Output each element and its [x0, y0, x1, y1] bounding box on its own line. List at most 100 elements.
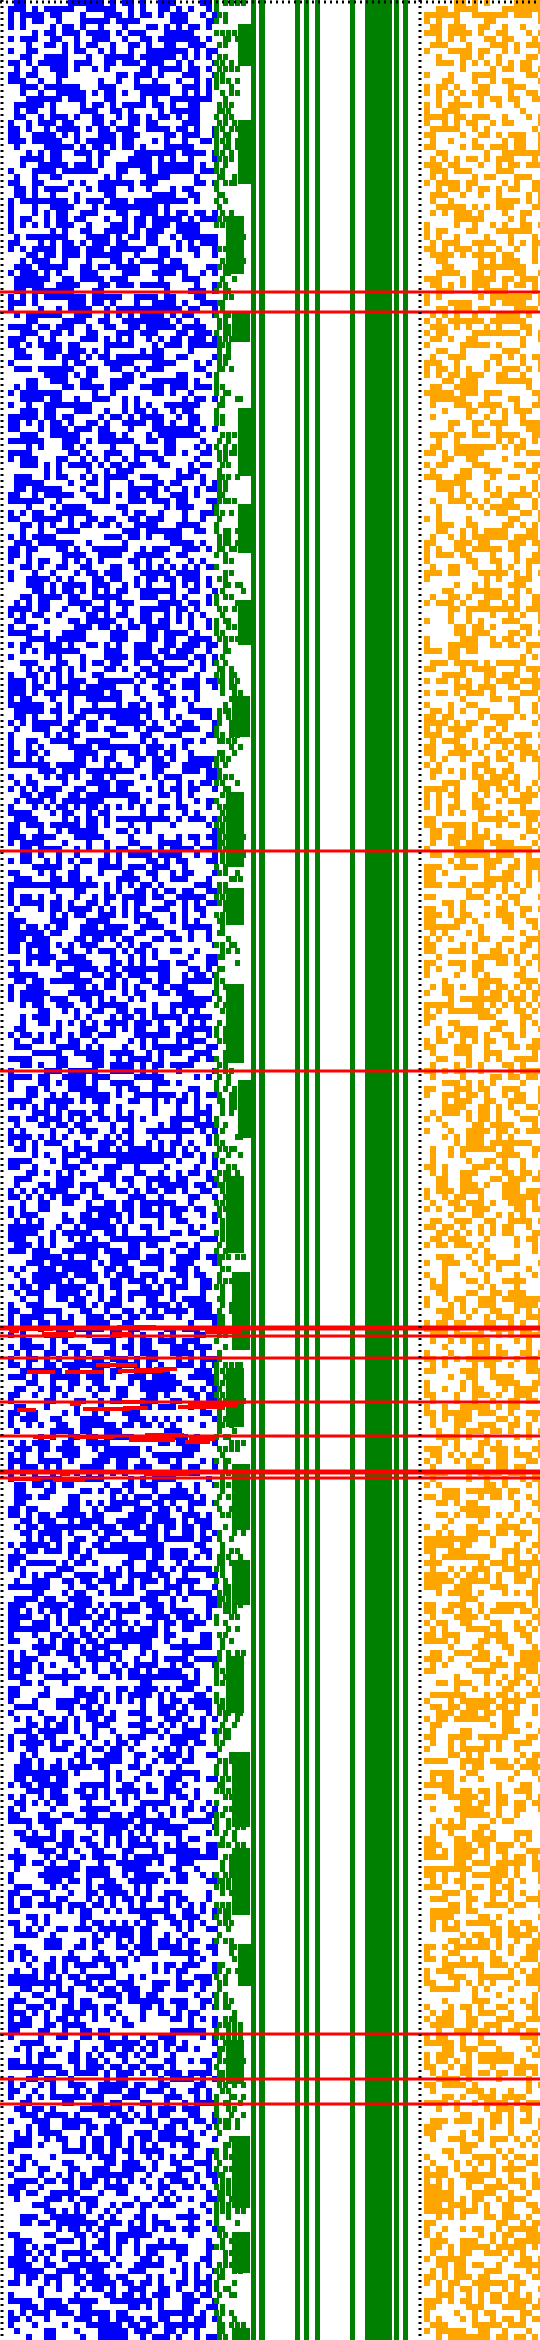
- blue-pixel: [164, 558, 170, 564]
- blue-pixel: [32, 1590, 38, 1596]
- blue-pixel: [116, 378, 122, 384]
- blue-pixel: [56, 690, 62, 696]
- blue-pixel: [56, 342, 62, 348]
- blue-pixel: [8, 918, 14, 924]
- blue-pixel: [68, 1152, 74, 1158]
- blue-pixel: [74, 450, 80, 456]
- blue-pixel: [188, 1416, 194, 1422]
- blue-pixel: [32, 132, 38, 138]
- blue-pixel: [170, 1122, 176, 1128]
- blue-pixel: [68, 1248, 74, 1254]
- blue-pixel: [50, 1350, 56, 1356]
- blue-pixel: [44, 768, 50, 774]
- blue-pixel: [188, 1374, 194, 1380]
- blue-pixel: [182, 162, 188, 168]
- blue-pixel: [140, 66, 146, 72]
- blue-pixel: [20, 660, 26, 666]
- blue-pixel: [164, 24, 170, 30]
- blue-pixel: [188, 1464, 194, 1470]
- blue-pixel: [194, 1338, 200, 1344]
- blue-pixel: [50, 30, 56, 36]
- blue-pixel: [128, 204, 134, 210]
- blue-pixel: [86, 30, 92, 36]
- blue-pixel: [14, 876, 20, 882]
- blue-pixel: [128, 1344, 134, 1350]
- blue-pixel: [122, 246, 128, 252]
- blue-pixel: [86, 270, 92, 276]
- blue-pixel: [50, 168, 56, 174]
- blue-pixel: [32, 570, 38, 576]
- blue-pixel: [50, 996, 56, 1002]
- blue-pixel: [194, 1014, 200, 1020]
- blue-pixel: [158, 348, 164, 354]
- blue-pixel: [20, 24, 26, 30]
- blue-pixel: [212, 1572, 218, 1578]
- blue-pixel: [80, 924, 86, 930]
- blue-pixel: [62, 282, 68, 288]
- blue-pixel: [50, 696, 56, 702]
- blue-pixel: [80, 630, 86, 636]
- blue-pixel: [8, 1134, 14, 1140]
- blue-pixel: [158, 324, 164, 330]
- blue-pixel: [152, 624, 158, 630]
- blue-pixel: [32, 510, 38, 516]
- blue-pixel: [50, 1254, 56, 1260]
- blue-pixel: [62, 144, 68, 150]
- blue-pixel: [50, 36, 56, 42]
- blue-pixel: [98, 1206, 104, 1212]
- blue-pixel: [128, 750, 134, 756]
- blue-pixel: [200, 528, 206, 534]
- blue-pixel: [32, 1560, 38, 1566]
- blue-pixel: [188, 306, 194, 312]
- blue-pixel: [20, 606, 26, 612]
- blue-pixel: [200, 1494, 206, 1500]
- blue-pixel: [110, 1260, 116, 1266]
- blue-pixel: [62, 132, 68, 138]
- blue-pixel: [176, 342, 182, 348]
- blue-pixel: [194, 1308, 200, 1314]
- blue-pixel: [32, 414, 38, 420]
- blue-pixel: [56, 348, 62, 354]
- blue-pixel: [74, 510, 80, 516]
- blue-pixel: [62, 636, 68, 642]
- blue-pixel: [14, 906, 20, 912]
- blue-pixel: [134, 216, 140, 222]
- blue-pixel: [176, 108, 182, 114]
- blue-pixel: [122, 636, 128, 642]
- blue-pixel: [116, 600, 122, 606]
- blue-pixel: [194, 522, 200, 528]
- blue-pixel: [44, 1050, 50, 1056]
- blue-pixel: [38, 426, 44, 432]
- blue-pixel: [188, 1128, 194, 1134]
- blue-pixel: [212, 156, 218, 162]
- blue-pixel: [8, 1098, 14, 1104]
- blue-pixel: [158, 168, 164, 174]
- blue-pixel: [170, 930, 176, 936]
- blue-pixel: [74, 372, 80, 378]
- blue-pixel: [170, 1230, 176, 1236]
- blue-pixel: [134, 1098, 140, 1104]
- blue-pixel: [170, 876, 176, 882]
- blue-pixel: [68, 798, 74, 804]
- blue-pixel: [56, 36, 62, 42]
- blue-pixel: [8, 1362, 14, 1368]
- blue-pixel: [182, 1278, 188, 1284]
- blue-pixel: [188, 1392, 194, 1398]
- blue-pixel: [98, 576, 104, 582]
- blue-pixel: [74, 408, 80, 414]
- blue-pixel: [200, 1350, 206, 1356]
- blue-pixel: [68, 1596, 74, 1602]
- blue-pixel: [92, 1374, 98, 1380]
- blue-pixel: [206, 960, 212, 966]
- blue-pixel: [140, 1530, 146, 1536]
- blue-pixel: [116, 1590, 122, 1596]
- blue-pixel: [74, 1260, 80, 1266]
- blue-pixel: [68, 576, 74, 582]
- blue-pixel: [62, 528, 68, 534]
- blue-pixel: [140, 1578, 146, 1584]
- blue-pixel: [164, 1182, 170, 1188]
- blue-pixel: [134, 684, 140, 690]
- blue-pixel: [62, 726, 68, 732]
- blue-pixel: [74, 870, 80, 876]
- blue-pixel: [74, 594, 80, 600]
